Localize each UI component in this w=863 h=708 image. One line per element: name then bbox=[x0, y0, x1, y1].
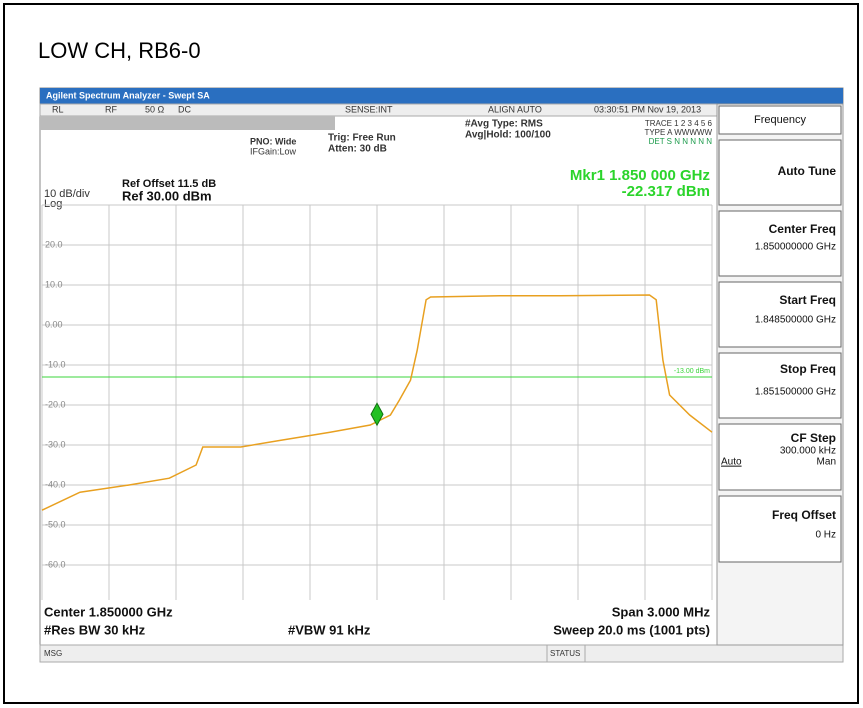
avg-type: #Avg Type: RMS bbox=[465, 119, 543, 130]
pno: PNO: Wide bbox=[250, 136, 296, 146]
softkey[interactable] bbox=[718, 210, 842, 277]
softkey[interactable] bbox=[718, 423, 842, 491]
sweep: Sweep 20.0 ms (1001 pts) bbox=[553, 622, 710, 637]
y-tick-label: 20.0 bbox=[45, 239, 63, 249]
plot: 20.0 10.0 0.00 -10.0 -20.0 -30.0 -40.0 -50.0 -60… bbox=[41, 204, 713, 600]
softkey-value: 1.851500000 GHz bbox=[755, 387, 836, 398]
softkey-value: 1.850000000 GHz bbox=[755, 242, 836, 253]
trig: Trig: Free Run bbox=[328, 133, 396, 144]
sense: SENSE:INT bbox=[345, 104, 393, 114]
span: Span 3.000 MHz bbox=[612, 604, 711, 619]
y-tick-label: -50.0 bbox=[45, 519, 66, 529]
softkey-label: Start Freq bbox=[779, 293, 836, 307]
window-title: Agilent Spectrum Analyzer - Swept SA bbox=[46, 90, 210, 100]
rf: RF bbox=[105, 104, 117, 114]
softkey-label: Auto Tune bbox=[778, 164, 837, 178]
msg: MSG bbox=[44, 649, 62, 658]
softkey[interactable] bbox=[718, 495, 842, 563]
rl: RL bbox=[52, 104, 64, 114]
dc: DC bbox=[178, 104, 191, 114]
imp: 50 Ω bbox=[145, 104, 165, 114]
avg-hold: Avg|Hold: 100/100 bbox=[465, 130, 551, 141]
ref-offset: Ref Offset 11.5 dB bbox=[122, 178, 216, 190]
title-bar bbox=[40, 88, 843, 104]
status: STATUS bbox=[550, 649, 580, 658]
time: 03:30:51 PM Nov 19, 2013 bbox=[594, 104, 701, 114]
softkey[interactable] bbox=[718, 352, 842, 419]
trace bbox=[41, 294, 713, 511]
softkey-option: Auto bbox=[721, 457, 742, 468]
rbw: #Res BW 30 kHz bbox=[44, 622, 146, 637]
softkey-label: Stop Freq bbox=[780, 362, 836, 376]
marker-readout: -22.317 dBm bbox=[622, 183, 710, 200]
marker bbox=[370, 402, 384, 427]
screen bbox=[39, 87, 844, 663]
menu-header bbox=[718, 105, 842, 135]
page-title: LOW CH, RB6-0 bbox=[38, 38, 201, 63]
y-tick-label: -10.0 bbox=[45, 359, 66, 369]
trace-row: TRACE 1 2 3 4 5 6 bbox=[645, 119, 713, 128]
y-tick-label: -40.0 bbox=[45, 479, 66, 489]
softkey[interactable] bbox=[718, 139, 842, 206]
y-tick-label: -60.0 bbox=[45, 559, 66, 569]
softkey-label: Center Freq bbox=[769, 222, 836, 236]
y-tick-label: -20.0 bbox=[45, 399, 66, 409]
vbw: #VBW 91 kHz bbox=[288, 622, 371, 637]
scale-div: 10 dB/div bbox=[44, 188, 90, 200]
ref-level: Ref 30.00 dBm bbox=[122, 188, 212, 203]
menu-title: Frequency bbox=[754, 114, 806, 126]
y-tick-label: 10.0 bbox=[45, 279, 63, 289]
scale-log: Log bbox=[44, 198, 62, 210]
y-tick-label: -30.0 bbox=[45, 439, 66, 449]
softkey-value: 300.000 kHz bbox=[780, 446, 836, 457]
softkey-label: Freq Offset bbox=[772, 508, 836, 522]
ifgain: IFGain:Low bbox=[250, 146, 297, 156]
softkey-value: 1.848500000 GHz bbox=[755, 315, 836, 326]
atten: Atten: 30 dB bbox=[328, 144, 387, 155]
det-row: DET S N N N N N bbox=[649, 137, 713, 146]
softkey-label: CF Step bbox=[791, 431, 836, 445]
msg-bar bbox=[39, 644, 844, 663]
display-line-label: -13.00 dBm bbox=[674, 368, 710, 375]
type-row: TYPE A WWWWW bbox=[644, 128, 712, 137]
align: ALIGN AUTO bbox=[488, 104, 542, 114]
softkey[interactable] bbox=[718, 281, 842, 348]
softkey-option: Man bbox=[817, 457, 836, 468]
center: Center 1.850000 GHz bbox=[44, 604, 173, 619]
softkeys: Auto Tune Center Freq 1.850000000 GHz St… bbox=[718, 139, 842, 563]
y-tick-label: 0.00 bbox=[45, 319, 63, 329]
softkey-value: 0 Hz bbox=[815, 530, 836, 541]
marker-label: Mkr1 1.850 000 GHz bbox=[570, 167, 710, 184]
status-strip bbox=[40, 116, 335, 130]
